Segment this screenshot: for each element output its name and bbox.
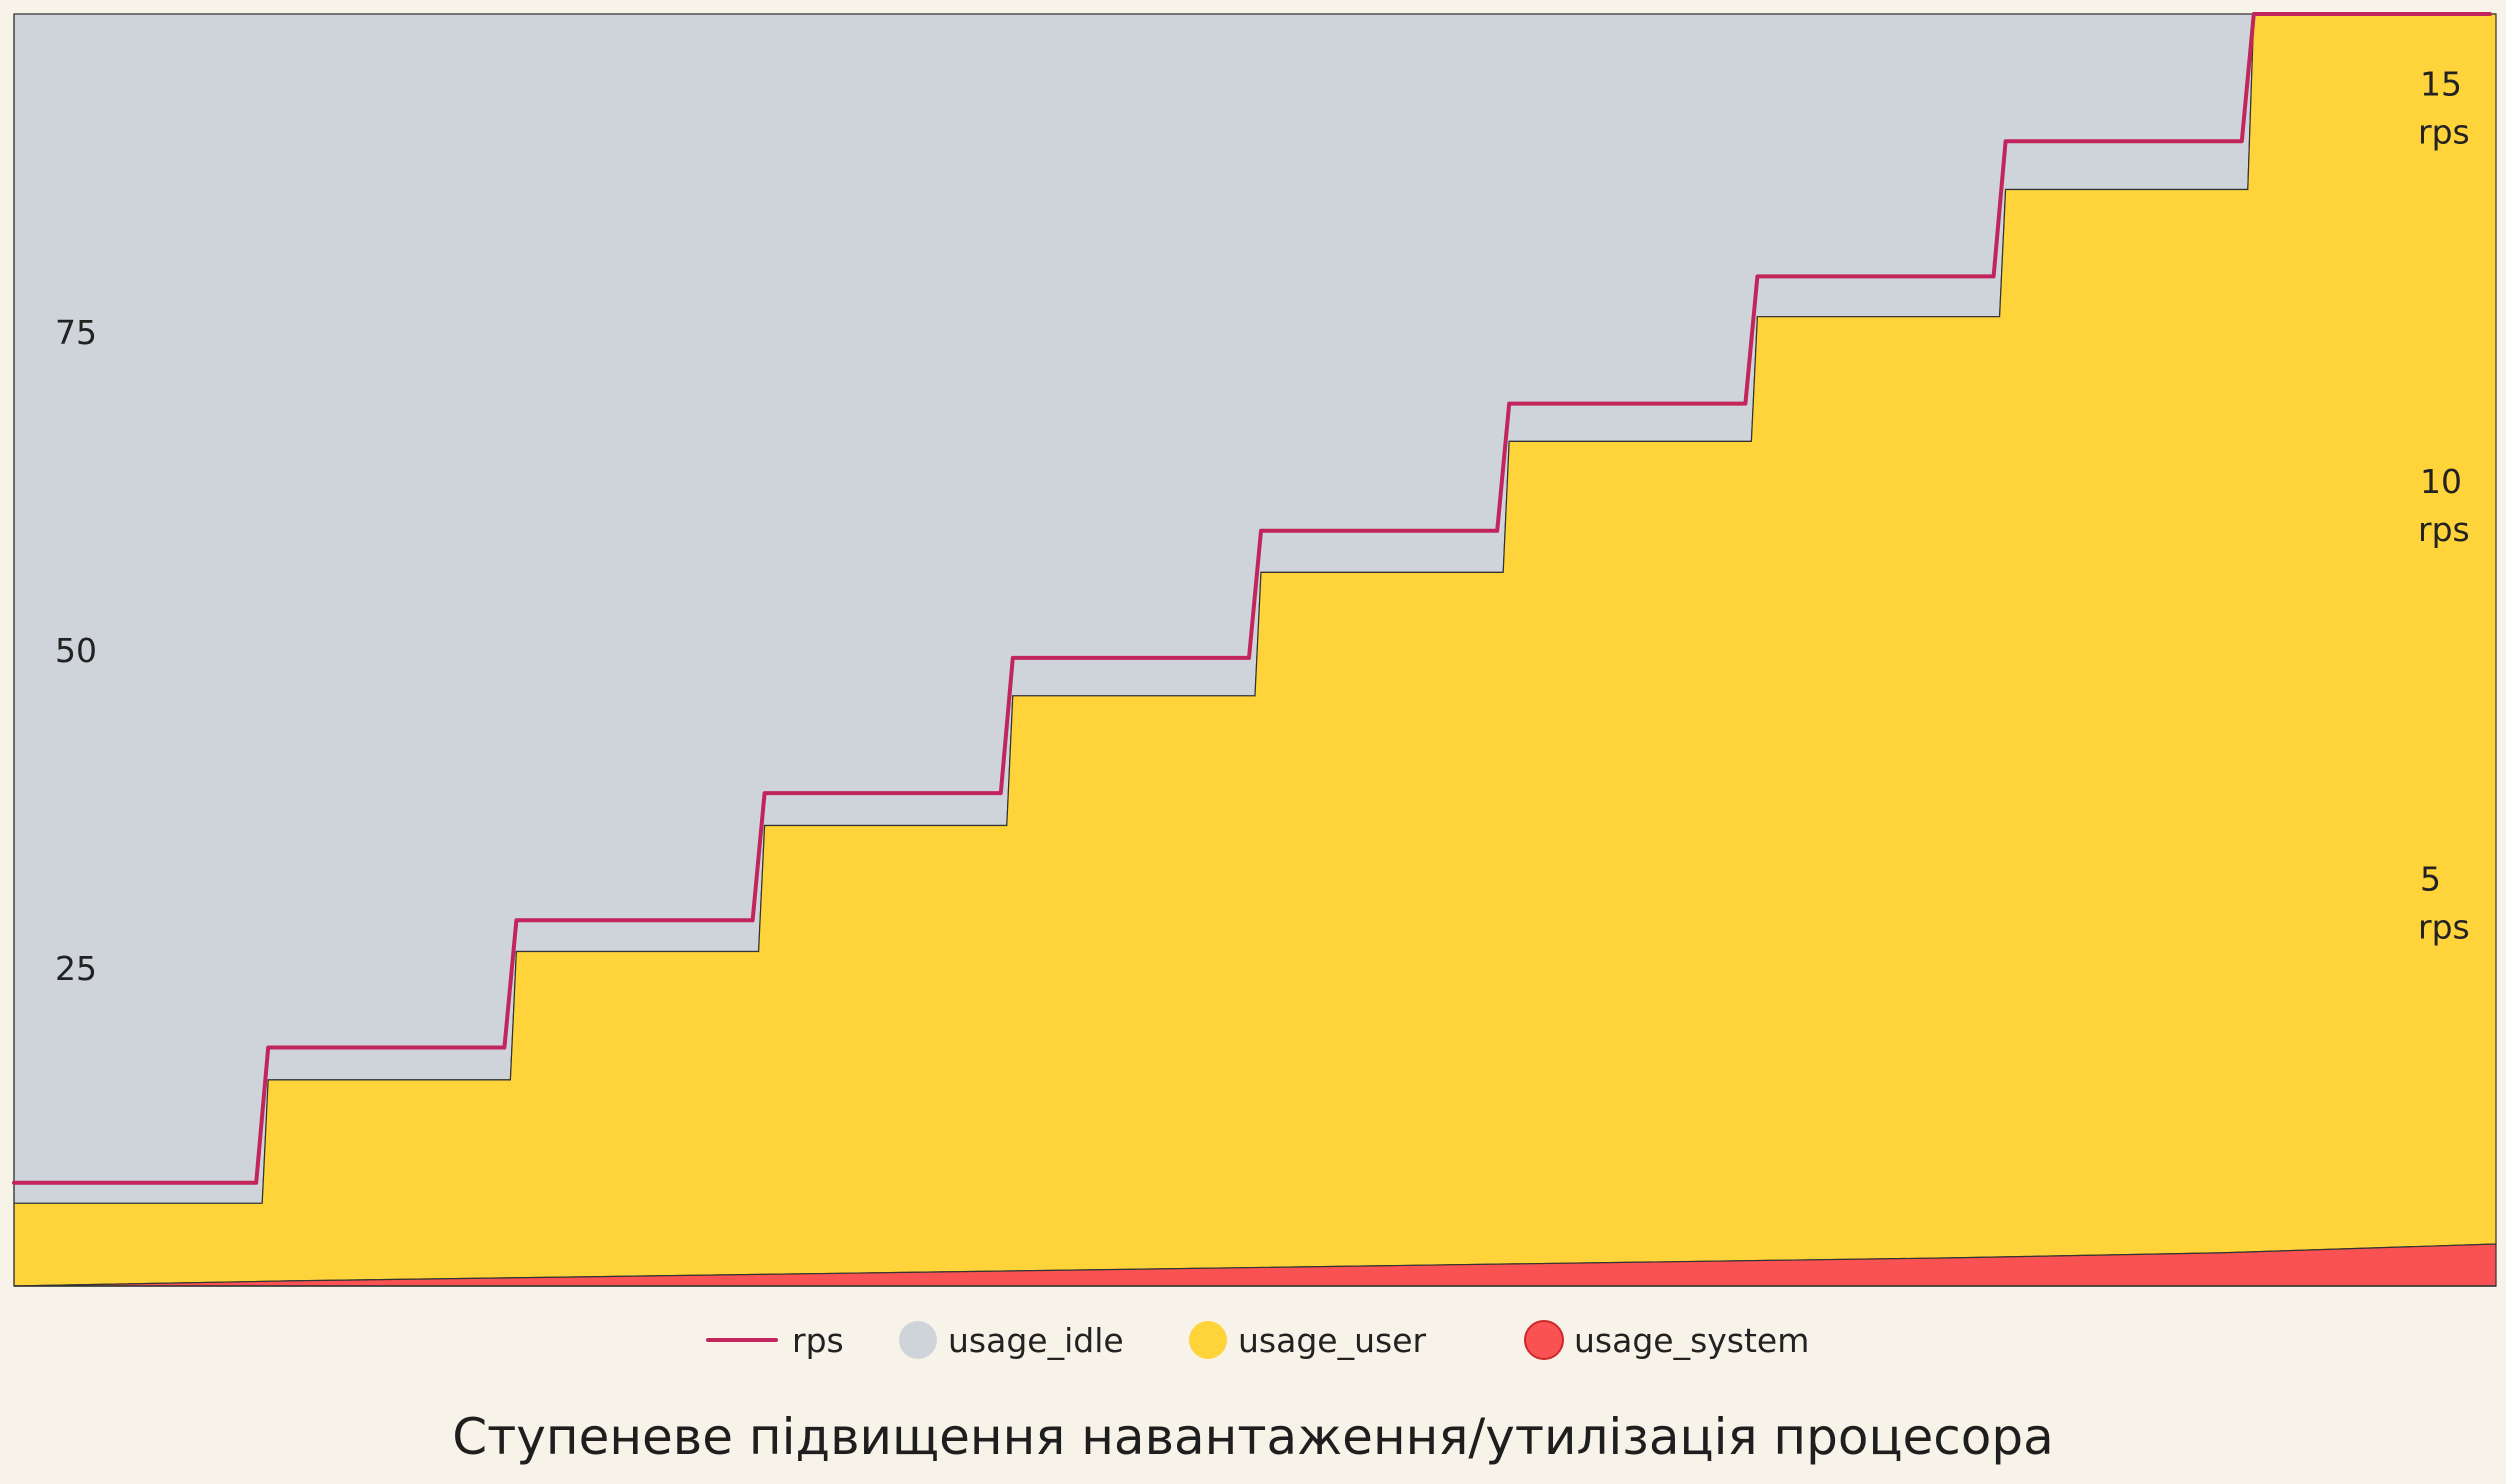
left-axis: 25 50 75 — [55, 313, 97, 988]
plot-area — [12, 12, 2497, 1287]
right-tick-label: 15 — [2420, 65, 2462, 104]
legend-label: usage_idle — [948, 1321, 1124, 1360]
legend-swatch-usage-idle — [899, 1321, 937, 1359]
legend: rps usage_idle usage_user usage_system — [706, 1320, 1809, 1360]
legend-label: usage_system — [1574, 1321, 1809, 1360]
left-tick-label: 75 — [55, 313, 97, 352]
right-tick-unit: rps — [2418, 908, 2470, 947]
right-tick-label: 5 — [2420, 860, 2441, 899]
legend-label: rps — [792, 1321, 844, 1360]
chart-title: Ступеневе підвищення навантаження/утиліз… — [452, 1408, 2053, 1466]
right-tick-label: 10 — [2420, 462, 2462, 501]
right-tick-unit: rps — [2418, 510, 2470, 549]
legend-swatch-usage-system — [1524, 1320, 1564, 1360]
line-rps — [12, 12, 2492, 1185]
left-tick-label: 25 — [55, 949, 97, 988]
legend-label: usage_user — [1238, 1321, 1426, 1360]
right-axis: 5 rps 10 rps 15 rps — [2418, 65, 2470, 947]
right-tick-unit: rps — [2418, 113, 2470, 152]
area-usage-system — [13, 1243, 2497, 1287]
left-tick-label: 50 — [55, 631, 97, 670]
legend-swatch-usage-user — [1189, 1321, 1227, 1359]
